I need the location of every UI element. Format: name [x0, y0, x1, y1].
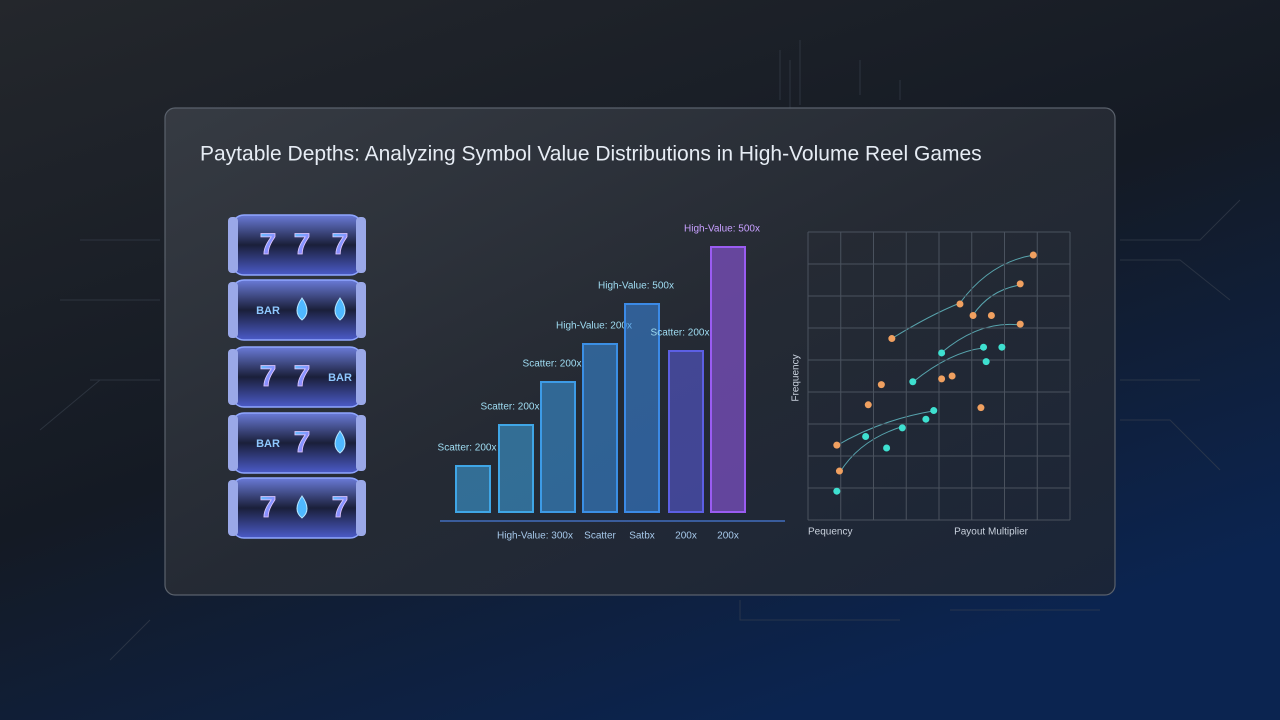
- x-tick-label: Satbx: [629, 531, 655, 542]
- bar-annotation: Scatter: 200x: [651, 328, 710, 339]
- scatter-point: [982, 358, 990, 366]
- scatter-point: [930, 407, 938, 415]
- y-axis-label: Frequency: [791, 354, 802, 401]
- reel-cap: [356, 480, 366, 536]
- scatter-point: [898, 424, 906, 432]
- scatter-point: [909, 378, 917, 386]
- bar: [668, 350, 704, 513]
- scatter-point: [1016, 280, 1024, 288]
- symbol-icon: [334, 430, 346, 454]
- bar-annotation: Scatter: 200x: [438, 443, 497, 454]
- bar-annotation: High-Value: 500x: [598, 281, 674, 292]
- scatter-point: [922, 415, 930, 423]
- reel-symbol: 7: [260, 228, 277, 261]
- scatter-point: [833, 441, 841, 449]
- scatter-point: [888, 335, 896, 343]
- bar: [498, 424, 534, 513]
- scatter-point: [1029, 251, 1037, 259]
- x-tick-label: 200x: [675, 531, 697, 542]
- scatter-point: [864, 401, 872, 409]
- scatter-point: [883, 444, 891, 452]
- reel-symbol: BAR: [256, 438, 280, 450]
- bar-annotation: Scatter: 200x: [523, 359, 582, 370]
- bar: [540, 381, 576, 513]
- scatter-point: [835, 467, 843, 475]
- bar-chart: Scatter: 200x Scatter: 200x High-Value: 30…: [438, 224, 760, 542]
- scatter-chart: Frequency Pequency Payout Multiplier: [791, 231, 1071, 538]
- symbol-icon: [296, 495, 308, 519]
- reel-cap: [356, 217, 366, 273]
- scatter-point: [938, 375, 946, 383]
- scatter-point: [956, 300, 964, 308]
- symbol-icon: [334, 297, 346, 321]
- scatter-point: [862, 432, 870, 440]
- scatter-point: [987, 312, 995, 320]
- reel-symbol: 7: [260, 491, 277, 524]
- symbol-icon: [296, 297, 308, 321]
- title: Paytable Depths: Analyzing Symbol Value …: [200, 143, 982, 166]
- x-tick-label: Scatter: [584, 531, 616, 542]
- bar: [710, 246, 746, 513]
- reel-symbol: BAR: [256, 305, 280, 317]
- reel-cap: [228, 415, 238, 471]
- reel-cap: [356, 282, 366, 338]
- reel-cap: [356, 349, 366, 405]
- bar-annotation: High-Value: 500x: [684, 224, 760, 235]
- scatter-point: [977, 404, 985, 412]
- reel-symbol: BAR: [328, 372, 352, 384]
- reel-cap: [228, 349, 238, 405]
- x-tick-label: 200x: [717, 531, 739, 542]
- reel-symbol: 7: [260, 360, 277, 393]
- x-axis-label: Payout Multiplier: [954, 527, 1029, 538]
- reel-cap: [228, 217, 238, 273]
- x-axis-label: Pequency: [808, 527, 852, 538]
- scatter-point: [969, 312, 977, 320]
- reel-symbol: 7: [332, 491, 349, 524]
- circuit-lines: [39, 40, 1241, 661]
- scatter-point: [948, 372, 956, 380]
- bar: [455, 465, 491, 513]
- scatter-point: [877, 381, 885, 389]
- scatter-point: [938, 349, 946, 357]
- trend-curves: [835, 254, 1035, 473]
- scatter-point: [980, 343, 988, 351]
- reel-cap: [228, 282, 238, 338]
- reel-cap: [228, 480, 238, 536]
- reel-cap: [356, 415, 366, 471]
- bar-annotation: High-Value: 200x: [556, 321, 632, 332]
- scatter-point: [833, 487, 841, 495]
- bar: [624, 303, 660, 513]
- x-tick-label: High-Value: 300x: [497, 531, 573, 542]
- bar: [582, 343, 618, 513]
- bar-annotation: Scatter: 200x: [481, 402, 540, 413]
- reel-symbol: 7: [332, 228, 349, 261]
- scatter-point: [998, 343, 1006, 351]
- scatter-point: [1016, 320, 1024, 328]
- reel-symbol: 7: [294, 360, 311, 393]
- reel-symbol: 7: [294, 228, 311, 261]
- reel-symbol: 7: [294, 426, 311, 459]
